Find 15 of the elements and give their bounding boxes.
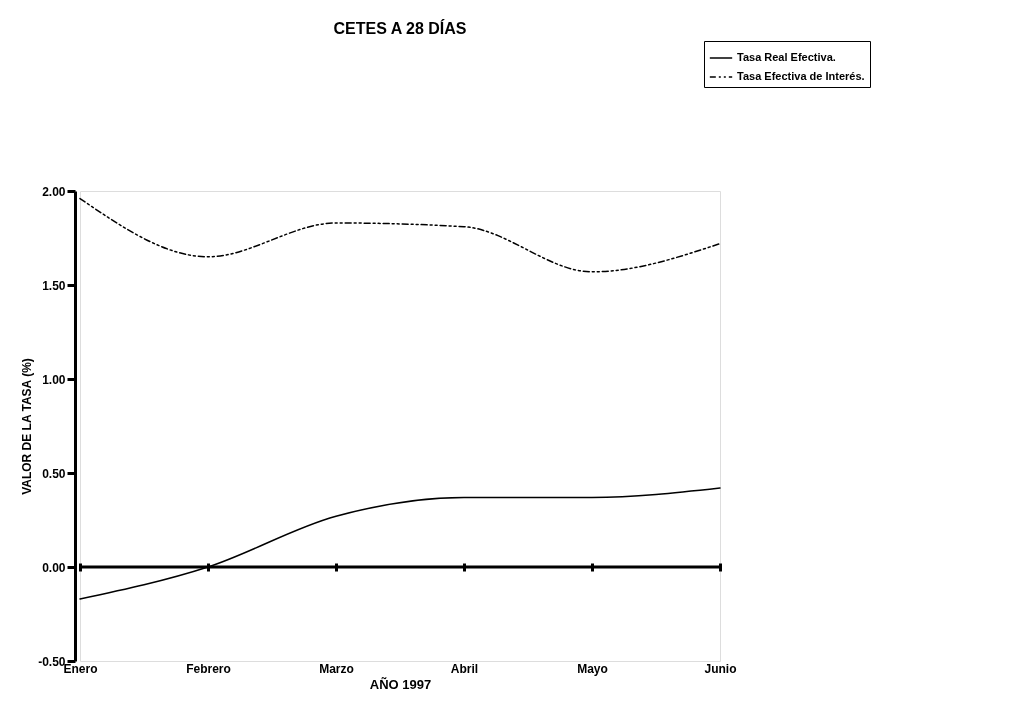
y-tick-label: 1.50 xyxy=(42,278,66,293)
x-tick-label: Febrero xyxy=(186,661,231,676)
y-tick-label: 2.00 xyxy=(42,184,66,199)
y-tick-label: 1.00 xyxy=(42,372,66,387)
legend-label: Tasa Efectiva de Interés. xyxy=(737,70,865,82)
x-tick-label: Junio xyxy=(704,661,737,676)
y-tick-label: 0.50 xyxy=(42,466,66,481)
x-tick-label: Mayo xyxy=(577,661,608,676)
chart-title: CETES A 28 DÍAS xyxy=(333,18,467,37)
legend-label: Tasa Real Efectiva. xyxy=(737,51,836,63)
y-axis-title: VALOR DE LA TASA (%) xyxy=(20,358,35,495)
x-tick-label: Abril xyxy=(450,661,479,676)
y-tick-label: 0.00 xyxy=(42,560,66,575)
x-axis-title: AÑO 1997 xyxy=(369,676,432,692)
x-tick-label: Marzo xyxy=(319,661,354,676)
